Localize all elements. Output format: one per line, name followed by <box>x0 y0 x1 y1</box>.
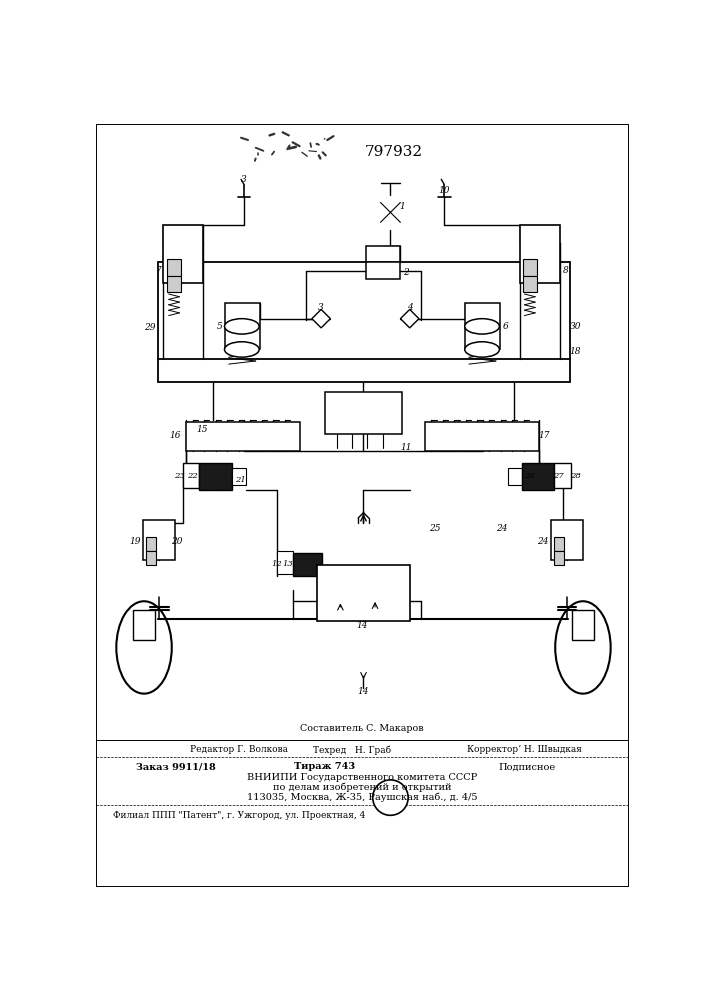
Text: Корректорʼ Н. Швыдкая: Корректорʼ Н. Швыдкая <box>467 745 583 754</box>
Bar <box>232 468 246 485</box>
Text: Подписное: Подписное <box>498 762 556 771</box>
Polygon shape <box>312 309 330 328</box>
Bar <box>325 392 402 434</box>
Text: 5: 5 <box>216 322 223 331</box>
Text: Техред   Н. Граб: Техред Н. Граб <box>313 745 392 755</box>
Text: 8: 8 <box>563 266 569 275</box>
Text: 3: 3 <box>241 175 247 184</box>
Text: 11: 11 <box>400 443 411 452</box>
Text: Филиал ППП "Патент", г. Ужгород, ул. Проектная, 4: Филиал ППП "Патент", г. Ужгород, ул. Про… <box>113 811 366 820</box>
Bar <box>554 537 564 551</box>
Bar <box>277 551 293 574</box>
Bar <box>554 551 564 565</box>
Bar <box>146 551 156 565</box>
Text: 28: 28 <box>570 472 580 480</box>
Bar <box>366 262 399 279</box>
Text: 18: 18 <box>570 347 581 356</box>
Bar <box>293 553 322 576</box>
Text: по делам изобретений и открытий: по делам изобретений и открытий <box>273 783 451 792</box>
Bar <box>554 463 571 488</box>
Ellipse shape <box>117 601 172 694</box>
Text: Тираж 743: Тираж 743 <box>294 762 356 771</box>
Text: Составитель С. Макаров: Составитель С. Макаров <box>300 724 423 733</box>
Bar <box>366 246 399 262</box>
Text: 19: 19 <box>129 537 141 546</box>
Text: 16: 16 <box>169 431 180 440</box>
Bar <box>523 259 537 276</box>
Bar <box>523 276 537 292</box>
Bar <box>520 225 560 283</box>
Text: 14: 14 <box>356 621 368 630</box>
Text: Заказ 9911/18: Заказ 9911/18 <box>136 762 216 771</box>
Text: 2: 2 <box>403 268 409 277</box>
Text: 22: 22 <box>187 472 198 480</box>
Bar <box>143 520 175 560</box>
Bar <box>317 565 409 620</box>
Text: 30: 30 <box>570 322 581 331</box>
Bar <box>551 520 583 560</box>
Bar <box>572 610 594 640</box>
Text: Редактор Г. Волкова: Редактор Г. Волкова <box>190 745 288 754</box>
Text: 7: 7 <box>156 266 161 275</box>
Text: 4: 4 <box>407 303 413 312</box>
Bar <box>187 422 300 451</box>
Text: 6: 6 <box>503 322 509 331</box>
Bar <box>199 463 232 490</box>
Text: 24: 24 <box>496 524 508 533</box>
Ellipse shape <box>464 319 499 334</box>
Text: 25: 25 <box>428 524 440 533</box>
Text: 29: 29 <box>144 323 156 332</box>
Bar <box>508 468 522 485</box>
Text: 17: 17 <box>539 431 550 440</box>
Bar <box>225 303 259 349</box>
Bar <box>163 225 204 283</box>
Bar <box>146 537 156 551</box>
Text: 23: 23 <box>174 472 185 480</box>
Text: 20: 20 <box>171 537 183 546</box>
Text: 26: 26 <box>524 472 534 480</box>
Bar <box>522 463 554 490</box>
Text: 1: 1 <box>399 202 405 211</box>
Bar <box>167 276 181 292</box>
Text: 3: 3 <box>318 303 324 312</box>
Ellipse shape <box>225 342 259 357</box>
Text: 21: 21 <box>235 476 245 484</box>
Bar <box>167 259 181 276</box>
Text: 797932: 797932 <box>366 145 423 159</box>
Text: 27: 27 <box>553 472 563 480</box>
Text: ВНИИПИ Государственного комитета СССР: ВНИИПИ Государственного комитета СССР <box>247 773 477 782</box>
Text: 14: 14 <box>358 687 369 696</box>
Ellipse shape <box>555 601 611 694</box>
Bar <box>465 303 500 349</box>
Polygon shape <box>400 309 419 328</box>
Bar <box>425 422 539 451</box>
Ellipse shape <box>225 319 259 334</box>
Text: 10: 10 <box>438 186 450 195</box>
Text: 15: 15 <box>196 425 208 434</box>
Bar <box>182 463 199 488</box>
Text: 113035, Москва, Ж-35, Раушская наб., д. 4/5: 113035, Москва, Ж-35, Раушская наб., д. … <box>247 793 477 802</box>
Bar <box>158 262 570 382</box>
Text: 24: 24 <box>537 537 549 546</box>
Text: 12: 12 <box>271 560 282 568</box>
Bar <box>133 610 155 640</box>
Circle shape <box>373 780 408 815</box>
Text: 13: 13 <box>283 560 293 568</box>
Ellipse shape <box>464 342 499 357</box>
